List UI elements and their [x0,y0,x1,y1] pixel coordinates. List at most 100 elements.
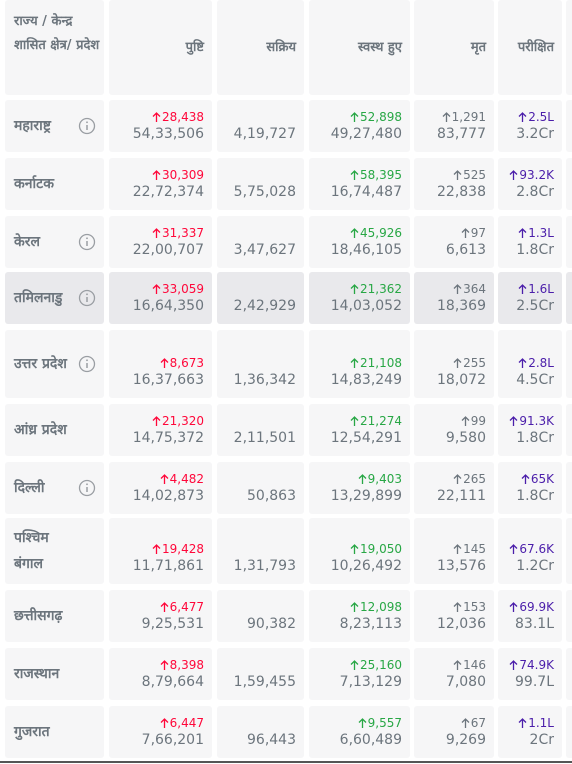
total: 13,576 [437,558,486,574]
info-glyph [78,289,96,307]
header-label[interactable]: पुष्टि [185,40,204,55]
up-arrow [160,357,169,368]
total: 18,072 [437,372,486,388]
row-cell [414,330,494,398]
header-label[interactable]: मृत [470,40,486,55]
total: 7,66,201 [141,732,204,748]
row-cell [109,518,212,584]
state-name[interactable]: महाराष्ट्र [14,118,51,134]
total: 2.8Cr [516,184,554,200]
total: 83,777 [437,126,486,142]
state-name[interactable]: छत्तीसगढ़ [14,608,63,624]
delta-value: 30,309 [162,168,204,182]
up-arrow [160,473,169,484]
total: 7,080 [445,674,486,690]
total: 1,31,793 [233,558,296,574]
header-label[interactable]: स्वस्थ हुए [357,40,402,55]
delta: 4,482 [160,472,204,486]
state-name[interactable]: गुजरात [14,724,50,740]
up-arrow [350,111,359,122]
row-cell [109,216,212,268]
row-cell [498,330,562,398]
row-cell [566,100,572,152]
delta-value: 9,557 [367,716,402,730]
row-cell [109,404,212,456]
delta: 67.6K [509,542,554,556]
row-cell [217,462,304,514]
row-cell [498,648,562,700]
header-cell [566,0,572,95]
info-glyph [78,233,96,251]
total: 12,036 [437,616,486,632]
up-arrow [461,717,470,728]
info-icon[interactable] [78,233,96,251]
delta: 74.9K [509,658,554,672]
info-icon[interactable] [78,355,96,373]
total: 22,00,707 [132,242,204,258]
up-arrow [350,415,359,426]
up-arrow [152,227,161,238]
total: 54,33,506 [132,126,204,142]
state-name[interactable]: केरल [14,234,40,250]
total: 8,23,113 [339,616,402,632]
row-cell [309,158,410,210]
delta: 21,108 [350,356,402,370]
row-cell [109,330,212,398]
delta: 69.9K [509,600,554,614]
up-arrow [160,659,169,670]
state-name[interactable]: उत्तर प्रदेश [14,356,67,372]
delta-value: 67 [470,716,486,730]
delta: 19,428 [152,542,204,556]
total: 1,59,455 [233,674,296,690]
delta-value: 67.6K [519,542,554,556]
row-cell [109,590,212,642]
state-name[interactable]: आंध्र प्रदेश [14,422,67,438]
delta-value: 97 [470,226,486,240]
info-icon[interactable] [78,479,96,497]
delta-value: 21,274 [360,414,402,428]
row-cell [414,706,494,758]
total: 7,13,129 [339,674,402,690]
header-label[interactable]: परीक्षित [517,40,554,55]
delta-value: 265 [463,472,486,486]
up-arrow [152,283,161,294]
delta: 6,447 [160,716,204,730]
state-name[interactable]: राजस्थान [14,666,60,682]
up-arrow [518,717,527,728]
total: 16,64,350 [132,298,204,314]
delta: 153 [453,600,486,614]
state-name[interactable]: पश्चिम बंगाल [14,530,49,572]
info-glyph [78,117,96,135]
total: 22,72,374 [132,184,204,200]
delta-value: 58,395 [360,168,402,182]
up-arrow [509,601,518,612]
state-name[interactable]: तमिलनाडु [14,290,63,306]
header-label[interactable]: राज्य / केन्द्र शासित क्षेत्र/ प्रदेश [14,14,100,53]
delta-value: 28,438 [162,110,204,124]
row-cell [5,158,104,210]
total: 50,863 [247,488,296,504]
up-arrow [350,283,359,294]
up-arrow [461,415,470,426]
up-arrow [152,543,161,554]
total: 6,60,489 [339,732,402,748]
total: 22,838 [437,184,486,200]
delta-value: 65K [530,472,554,486]
state-name[interactable]: कर्नाटक [14,176,54,192]
header-label[interactable]: सक्रिय [266,40,296,55]
up-arrow [509,169,518,180]
info-icon[interactable] [78,117,96,135]
row-cell [5,404,104,456]
total: 83.1L [515,616,554,632]
delta-value: 21,108 [360,356,402,370]
total: 2Cr [529,732,554,748]
row-cell [498,404,562,456]
delta: 1.1L [518,716,554,730]
up-arrow [442,111,451,122]
delta: 25,160 [350,658,402,672]
info-icon[interactable] [78,289,96,307]
row-cell [498,100,562,152]
total: 16,37,663 [132,372,204,388]
row-cell [109,100,212,152]
state-name[interactable]: दिल्ली [14,480,45,496]
